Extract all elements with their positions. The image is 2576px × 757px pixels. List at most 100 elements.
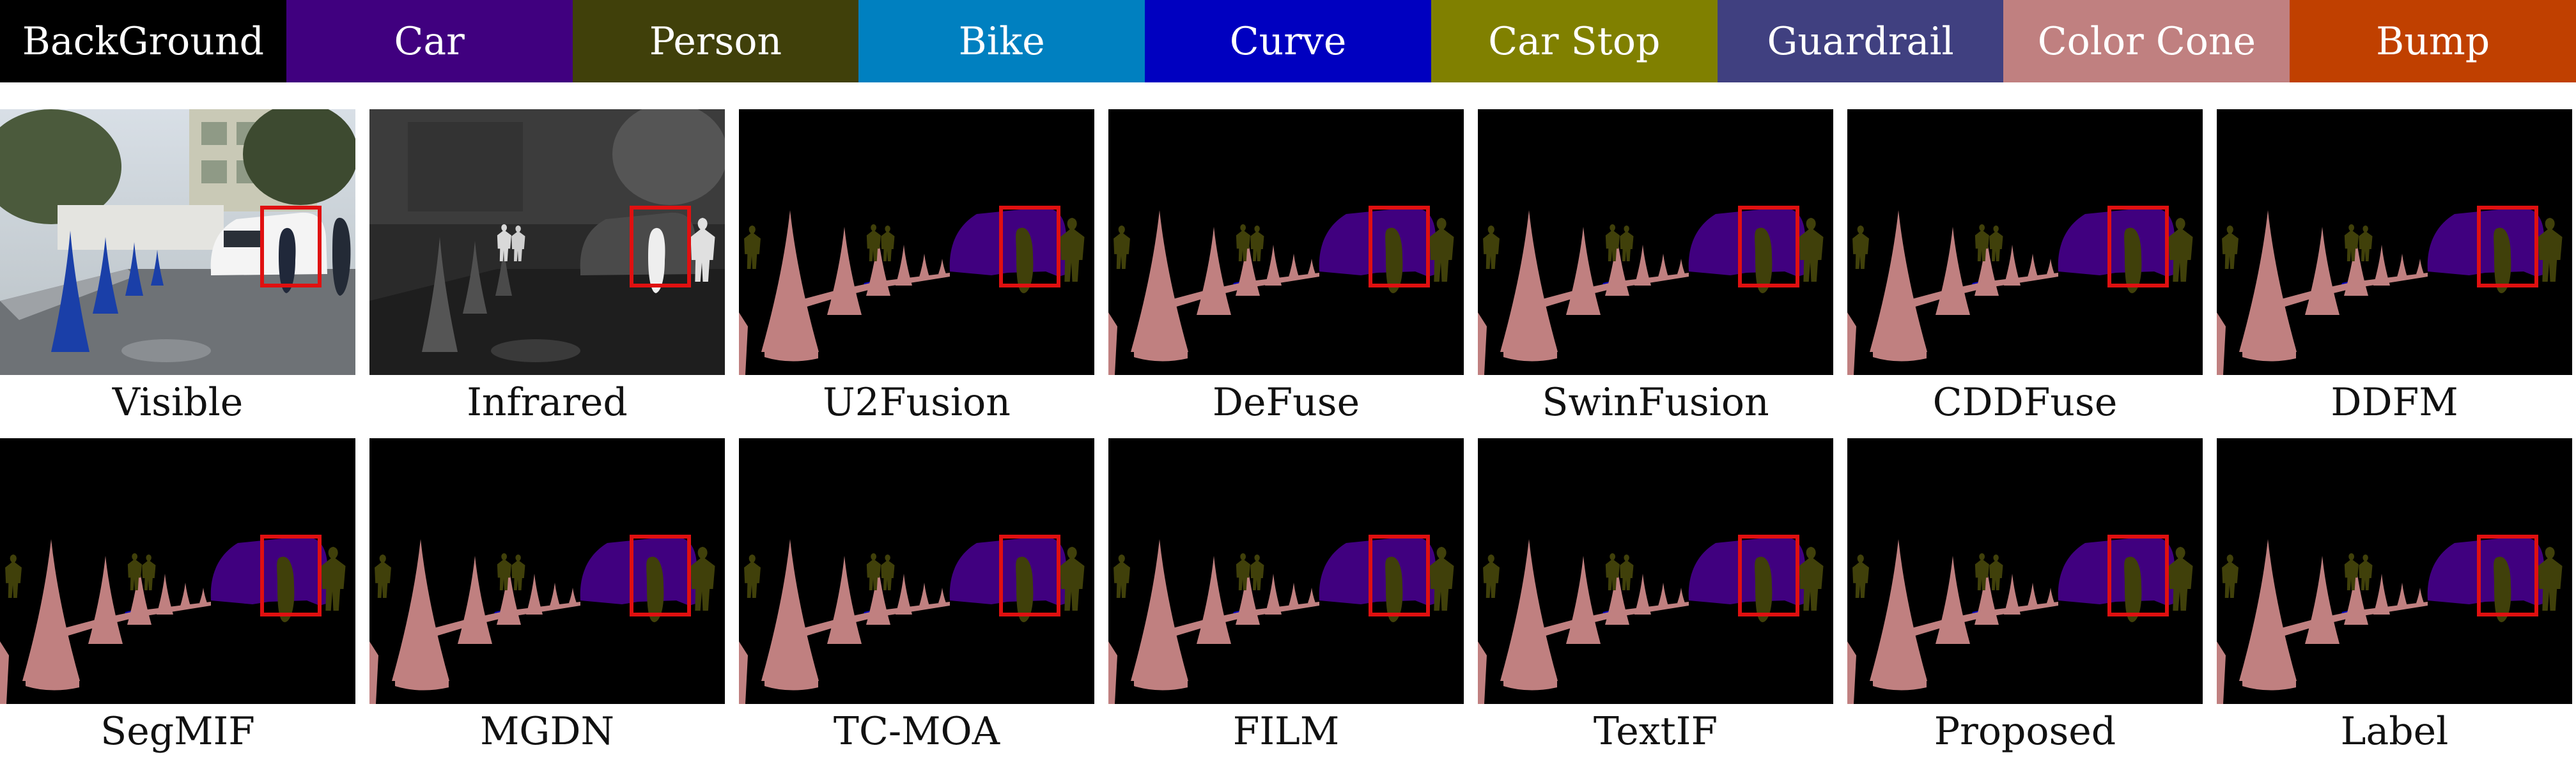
trees	[0, 109, 121, 224]
segment-person	[1236, 224, 1250, 261]
segment-person	[321, 547, 346, 611]
segment-person	[2538, 218, 2563, 282]
segment-cone	[2027, 583, 2038, 608]
segment-cone	[2396, 583, 2408, 608]
segment-cone	[2047, 259, 2054, 274]
ir-building	[408, 122, 523, 211]
segment-person	[744, 226, 761, 269]
caption-label: Label	[2340, 709, 2449, 754]
segment-person	[1605, 224, 1620, 261]
panel-film	[1108, 438, 1464, 704]
segment-cone-base	[1134, 680, 1188, 691]
segment-person	[2222, 226, 2238, 269]
highlight-box	[260, 206, 322, 287]
cone-blue	[125, 242, 143, 296]
segment-cone	[896, 574, 912, 615]
segment-cone	[1236, 235, 1260, 296]
cone-blue	[151, 250, 164, 286]
segment-cone	[2344, 564, 2368, 625]
segment-person	[1605, 553, 1620, 590]
segment-cone	[1870, 210, 1927, 352]
segment-person	[2359, 226, 2373, 261]
segment-sidewalk-cones	[1166, 273, 1319, 310]
segment-person	[1483, 554, 1500, 598]
legend-curve: Curve	[1145, 0, 1431, 82]
segment-cone-base	[2242, 680, 2296, 691]
caption-film: FILM	[1232, 709, 1340, 754]
segment-person	[1060, 218, 1085, 282]
highlight-box	[1369, 535, 1430, 616]
segment-person	[2359, 554, 2373, 590]
segment-cone	[2305, 227, 2339, 315]
segment-cone-base	[1134, 351, 1188, 362]
segment-person	[1620, 226, 1634, 261]
segment-edge	[1108, 312, 1117, 375]
segment-car	[2427, 536, 2545, 606]
ir-cone	[422, 237, 458, 352]
segment-cone	[2004, 574, 2021, 615]
panel-textif	[1478, 438, 1833, 704]
segment-person	[1989, 554, 2003, 590]
segment-cone	[2396, 254, 2408, 279]
panel-proposed	[1847, 438, 2203, 704]
segment-cone	[866, 564, 890, 625]
manhole	[121, 339, 211, 362]
segment-cone-base	[395, 680, 449, 691]
segment-cone-base	[1503, 680, 1557, 691]
segment-car	[2058, 536, 2176, 606]
segment-cone	[1657, 583, 1669, 608]
car-window	[224, 231, 262, 247]
caption-visible: Visible	[112, 380, 244, 425]
segment-person	[1799, 547, 1824, 611]
segment-person	[277, 556, 295, 622]
segment-cone	[2027, 254, 2038, 279]
segment-cone	[22, 539, 80, 681]
legend-person: Person	[572, 0, 859, 82]
segment-person	[142, 554, 156, 590]
segment-person	[2494, 227, 2511, 293]
segment-person	[1975, 553, 1989, 590]
segment-edge	[1478, 312, 1487, 375]
segment-cone	[1605, 564, 1629, 625]
highlight-box	[999, 535, 1060, 616]
wall	[58, 205, 224, 250]
ir-cone	[463, 241, 487, 314]
caption-segmif: SegMIF	[100, 709, 255, 754]
caption-tc-moa: TC-MOA	[833, 709, 1000, 754]
segment-sidewalk-cones	[1905, 273, 2058, 310]
segment-person	[1016, 556, 1034, 622]
person-dark	[332, 217, 351, 296]
segment-car	[1319, 207, 1437, 277]
segment-car	[949, 207, 1067, 277]
segment-cone	[1197, 556, 1231, 644]
segment-edge	[739, 641, 748, 704]
segment-cone-base	[1503, 351, 1557, 362]
segment-cone	[1236, 564, 1260, 625]
segment-cone	[827, 556, 862, 644]
highlight-box	[999, 206, 1060, 287]
panel-segmif	[0, 438, 355, 704]
segment-cone-base	[764, 680, 818, 691]
segment-sidewalk-cones	[1166, 602, 1319, 639]
caption-u2fusion: U2Fusion	[823, 380, 1011, 425]
segment-cone	[127, 564, 151, 625]
segment-cone	[88, 556, 123, 644]
segment-cone	[497, 564, 521, 625]
legend-bump: Bump	[2290, 0, 2576, 82]
segment-person	[1483, 226, 1500, 269]
segment-person	[1385, 227, 1403, 293]
segment-person	[1113, 226, 1130, 269]
trees	[243, 109, 355, 205]
segment-cone	[1634, 574, 1651, 615]
segment-person	[881, 554, 895, 590]
segment-cone	[896, 245, 912, 286]
segment-sidewalk-cones	[2274, 602, 2428, 639]
class-color-legend: BackGround Car Person Bike Curve Car Sto…	[0, 0, 2576, 82]
highlight-box	[2477, 206, 2538, 287]
segment-person	[866, 553, 881, 590]
segment-cone	[1870, 539, 1927, 681]
caption-defuse: DeFuse	[1212, 380, 1360, 425]
segment-cone	[1634, 245, 1651, 286]
segment-cone	[1605, 235, 1629, 296]
segment-person	[744, 554, 761, 598]
